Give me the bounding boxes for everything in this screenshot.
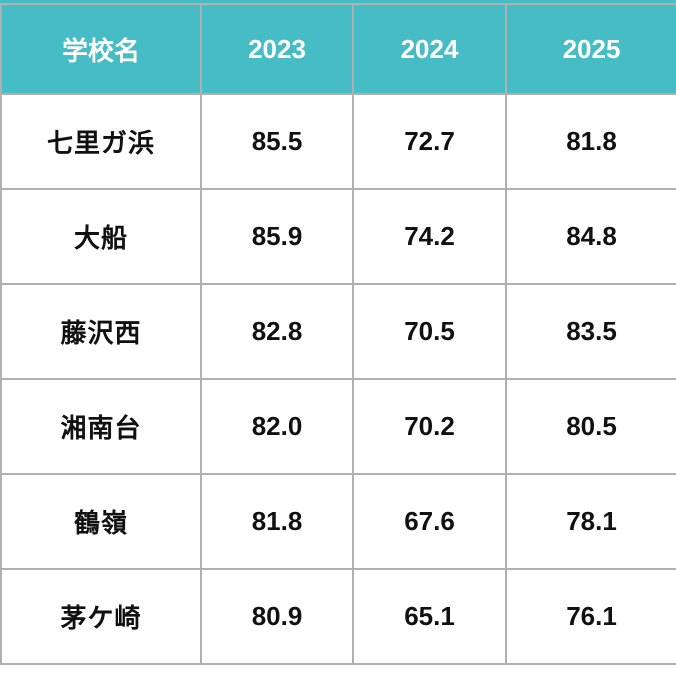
- school-scores-table: 学校名 2023 2024 2025 七里ガ浜 85.5 72.7 81.8 大…: [0, 3, 676, 665]
- column-header-school-name: 学校名: [0, 3, 202, 95]
- score-cell: 83.5: [505, 283, 676, 380]
- score-cell: 82.0: [200, 378, 354, 475]
- score-cell: 84.8: [505, 188, 676, 285]
- score-cell: 67.6: [352, 473, 507, 570]
- score-cell: 80.9: [200, 568, 354, 665]
- score-cell: 65.1: [352, 568, 507, 665]
- table-row: 鶴嶺 81.8 67.6 78.1: [0, 473, 676, 570]
- score-cell: 81.8: [505, 93, 676, 190]
- school-name-cell: 湘南台: [0, 378, 202, 475]
- table-row: 藤沢西 82.8 70.5 83.5: [0, 283, 676, 380]
- score-cell: 81.8: [200, 473, 354, 570]
- table-row: 茅ケ崎 80.9 65.1 76.1: [0, 568, 676, 665]
- school-name-cell: 藤沢西: [0, 283, 202, 380]
- score-cell: 72.7: [352, 93, 507, 190]
- school-name-cell: 茅ケ崎: [0, 568, 202, 665]
- score-cell: 70.2: [352, 378, 507, 475]
- score-cell: 85.5: [200, 93, 354, 190]
- score-cell: 85.9: [200, 188, 354, 285]
- table-row: 大船 85.9 74.2 84.8: [0, 188, 676, 285]
- top-crop-sliver: [0, 0, 676, 3]
- column-header-2023: 2023: [200, 3, 354, 95]
- score-cell: 80.5: [505, 378, 676, 475]
- score-cell: 78.1: [505, 473, 676, 570]
- table-row: 湘南台 82.0 70.2 80.5: [0, 378, 676, 475]
- score-cell: 74.2: [352, 188, 507, 285]
- score-cell: 76.1: [505, 568, 676, 665]
- table-header-row: 学校名 2023 2024 2025: [0, 3, 676, 95]
- school-name-cell: 大船: [0, 188, 202, 285]
- column-header-2024: 2024: [352, 3, 507, 95]
- score-cell: 70.5: [352, 283, 507, 380]
- table-row: 七里ガ浜 85.5 72.7 81.8: [0, 93, 676, 190]
- score-cell: 82.8: [200, 283, 354, 380]
- school-name-cell: 七里ガ浜: [0, 93, 202, 190]
- school-name-cell: 鶴嶺: [0, 473, 202, 570]
- column-header-2025: 2025: [505, 3, 676, 95]
